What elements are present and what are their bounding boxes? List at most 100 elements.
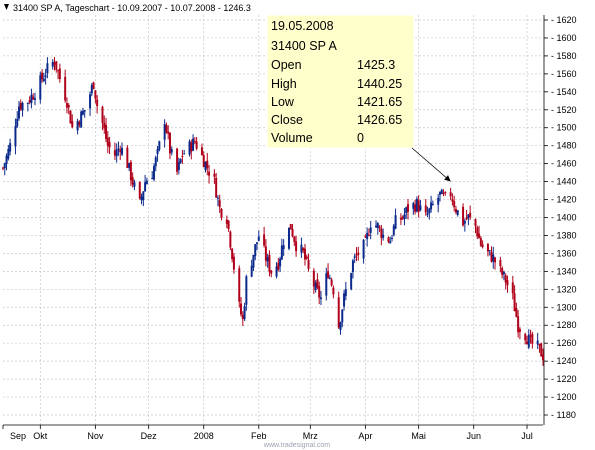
candle-body [69, 110, 72, 124]
y-tick-label: - 1440 [551, 177, 577, 187]
candle-body [65, 103, 68, 108]
candle-body [481, 244, 484, 248]
candle-body [103, 122, 106, 129]
candle-body [243, 306, 246, 320]
candle-body [154, 157, 157, 167]
candle-body [279, 258, 282, 267]
candle-body [245, 276, 248, 305]
candle-body [351, 260, 354, 273]
candle-body [332, 287, 335, 295]
candle-body [399, 217, 402, 220]
y-tick-label: - 1340 [551, 266, 577, 276]
candle-body [33, 98, 36, 100]
candle-body [144, 182, 147, 192]
candle-body [170, 149, 173, 153]
x-tick-label: Sep [10, 431, 26, 441]
y-tick-label: - 1600 [551, 33, 577, 43]
tooltip-symbol: 31400 SP A [271, 39, 337, 53]
candle-body [71, 121, 74, 128]
candle-body [293, 236, 296, 242]
candle-body [291, 228, 294, 237]
candle-body [486, 243, 489, 252]
candle-body [478, 233, 481, 239]
candle-body [32, 96, 35, 100]
candle-body [78, 122, 81, 126]
candle-body [121, 147, 124, 155]
tooltip-pointer-arrow [411, 147, 451, 182]
candle-body [378, 226, 381, 228]
arrow-head [444, 175, 451, 182]
candle-body [30, 94, 33, 104]
y-tick-label: - 1420 [551, 195, 577, 205]
candle-body [76, 121, 79, 131]
candle-body [200, 147, 203, 155]
y-tick-label: - 1380 [551, 230, 577, 240]
candle-body [391, 237, 394, 239]
x-tick-label: Jul [521, 431, 533, 441]
tooltip-volume-value: 0 [357, 131, 364, 145]
tooltip-close-value: 1426.65 [357, 113, 402, 127]
candle-body [517, 316, 520, 333]
candle-body [513, 293, 516, 312]
candle-body [9, 143, 12, 152]
candle-body [163, 124, 166, 140]
candle-body [367, 234, 370, 236]
candle-body [264, 246, 267, 261]
candle-body [343, 293, 346, 307]
candle-body [151, 177, 154, 180]
candle-body [252, 254, 255, 268]
candles [2, 57, 544, 366]
candle-body [41, 72, 44, 80]
dropdown-triangle-icon[interactable] [4, 4, 9, 10]
y-tick-label: - 1360 [551, 248, 577, 258]
candle-body [387, 237, 390, 242]
y-tick-label: - 1240 [551, 356, 577, 366]
candle-body [96, 99, 99, 107]
candle-body [165, 125, 168, 133]
tooltip-low-label: Low [271, 95, 295, 109]
candle-body [440, 189, 443, 195]
x-tick-label: Mrz [303, 431, 318, 441]
candle-body [538, 343, 541, 346]
candle-body [89, 94, 92, 109]
candle-body [469, 212, 472, 218]
candle-body [101, 106, 104, 123]
candle-body [108, 142, 111, 148]
candle-body [190, 142, 193, 152]
candle-body [83, 110, 86, 112]
candle-body [438, 191, 441, 195]
candle-body [289, 224, 292, 230]
candle-body [405, 207, 408, 213]
candle-body [206, 160, 209, 169]
candle-body [424, 205, 427, 213]
y-tick-label: - 1260 [551, 338, 577, 348]
candle-body [511, 282, 514, 294]
candle-body [526, 341, 529, 345]
candle-body [431, 204, 434, 206]
candle-body [376, 223, 379, 229]
candle-body [16, 118, 19, 127]
candle-body [240, 303, 243, 315]
candle-body [204, 161, 207, 170]
candle-body [94, 90, 97, 99]
candle-body [456, 210, 459, 215]
y-tick-label: - 1540 [551, 87, 577, 97]
candle-body [319, 297, 322, 299]
x-tick-label: 2008 [194, 431, 214, 441]
candle-body [419, 205, 422, 211]
candle-body [129, 161, 132, 181]
candle-body [158, 141, 161, 150]
candle-body [225, 219, 228, 224]
candle-body [305, 256, 308, 259]
candle-body [494, 257, 497, 263]
candle-body [415, 198, 418, 212]
x-tick-label: Jun [466, 431, 481, 441]
candle-body [133, 182, 136, 187]
candle-body [515, 308, 518, 317]
candle-body [467, 214, 470, 219]
candle-body [64, 76, 67, 101]
candle-body [67, 104, 70, 108]
candle-body [81, 110, 84, 115]
candle-body [232, 256, 235, 270]
y-tick-label: - 1300 [551, 302, 577, 312]
